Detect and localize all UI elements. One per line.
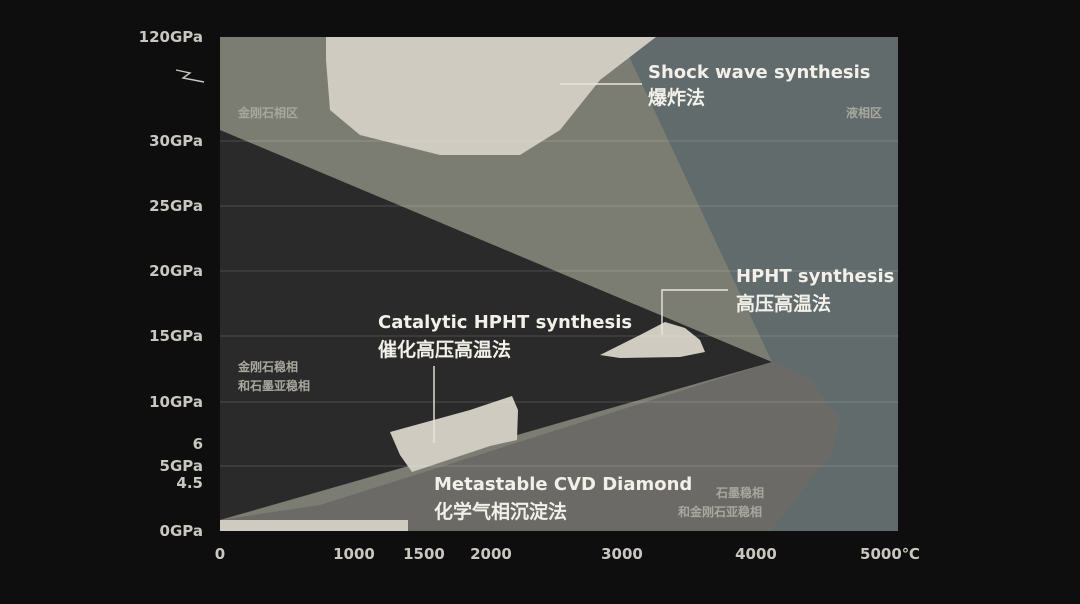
x-tick-label: 3000 [601,545,643,563]
hpht-label-zh: 高压高温法 [736,292,831,315]
region-liquid: 液相区 [846,105,882,120]
hpht-label-en: HPHT synthesis [736,266,894,287]
region-diamond-stable-line2: 和石墨亚稳相 [237,378,310,393]
x-tick-label: 1500 [403,545,445,563]
y-tick-label: 0GPa [160,522,203,540]
x-tick-label: 2000 [470,545,512,563]
diamond-stable-graphite-metastable-zone [220,130,772,520]
cvd-label-zh: 化学气相沉淀法 [434,500,567,523]
grid-lines [220,140,898,467]
y-tick-label: 5GPa [160,457,203,475]
shock-wave-blob [326,37,656,155]
y-tick-label: 30GPa [149,132,203,150]
cvd-bar [220,520,408,531]
catalytic-hpht-label-zh: 催化高压高温法 [378,338,511,361]
x-tick-label: 1000 [333,545,375,563]
liquid-zone [620,37,898,531]
y-tick-label: 20GPa [149,262,203,280]
y-tick-label: 6 [193,435,203,453]
x-tick-label: 4000 [735,545,777,563]
hpht-blob [600,322,705,358]
catalytic-hpht-blob [390,396,518,472]
hpht-leader [661,289,728,335]
y-tick-label: 120GPa [139,28,203,46]
graphite-stable-zone [220,362,840,531]
x-ticks: 0 1000 1500 2000 3000 4000 5000℃ [215,545,920,563]
shock-wave-label-zh: 爆炸法 [648,86,705,109]
catalytic-hpht-label-en: Catalytic HPHT synthesis [378,312,632,333]
y-tick-label: 25GPa [149,197,203,215]
region-diamond-stable-line1: 金刚石稳相 [237,359,298,374]
y-tick-label: 10GPa [149,393,203,411]
region-diamond-stable: 金刚石相区 [237,105,298,120]
cvd-label-en: Metastable CVD Diamond [434,474,692,495]
axis-break-icon [175,69,205,83]
region-graphite-stable-line1: 石墨稳相 [715,485,764,500]
region-graphite-stable-line2: 和金刚石亚稳相 [677,504,762,519]
shock-wave-label-en: Shock wave synthesis [648,62,871,83]
x-tick-label: 0 [215,545,225,563]
x-tick-label: 5000℃ [860,545,920,563]
y-tick-label: 4.5 [176,474,203,492]
y-tick-label: 15GPa [149,327,203,345]
